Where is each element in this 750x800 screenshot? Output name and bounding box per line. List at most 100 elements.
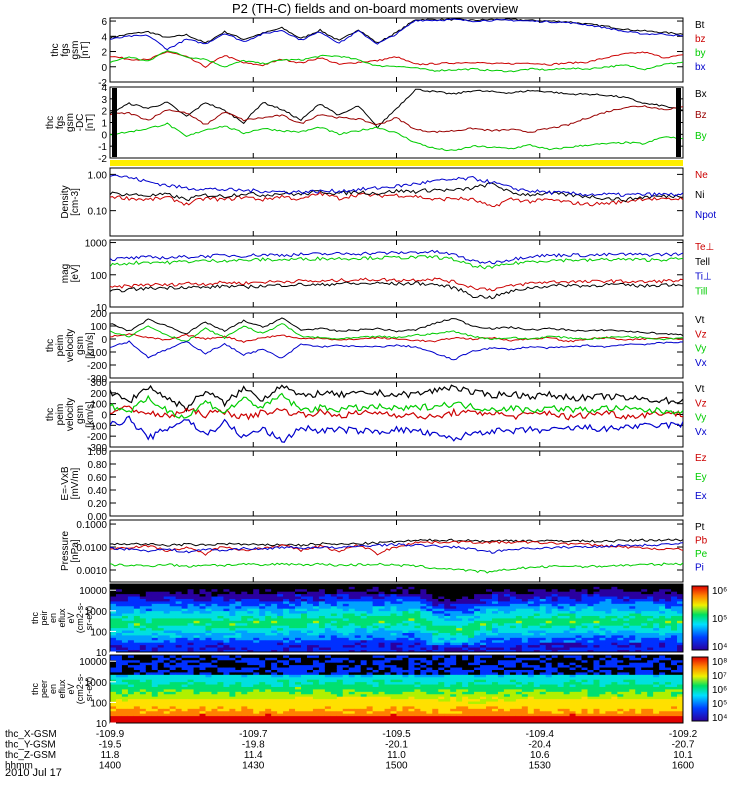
spectrogram-cell bbox=[450, 706, 457, 709]
series-group bbox=[110, 538, 683, 574]
spectrogram-cell bbox=[402, 715, 409, 719]
spectrogram-cell bbox=[175, 601, 183, 604]
spectrogram-cell bbox=[324, 615, 332, 619]
spectrogram-cell bbox=[492, 613, 499, 616]
spectrogram-cell bbox=[521, 706, 529, 709]
spectrogram-cell bbox=[271, 649, 278, 653]
spectrogram-cell bbox=[289, 625, 296, 629]
spectrogram-cell bbox=[378, 627, 385, 631]
spectrogram-cell bbox=[503, 713, 511, 717]
spectrogram-cell bbox=[241, 698, 248, 702]
y-tick-label: 300 bbox=[90, 378, 107, 389]
spectrogram-cell bbox=[342, 713, 350, 717]
spectrogram-cell bbox=[444, 691, 451, 695]
spectrogram-cell bbox=[378, 598, 385, 602]
spectrogram-cell bbox=[533, 644, 541, 648]
spectrogram-cell bbox=[241, 644, 248, 648]
spectrogram-cell bbox=[265, 662, 272, 666]
spectrogram-cell bbox=[193, 674, 200, 678]
spectrogram-cell bbox=[432, 605, 439, 609]
spectrogram-cell bbox=[235, 718, 242, 721]
spectrogram-cell bbox=[605, 605, 612, 609]
spectrogram-cell bbox=[486, 698, 493, 702]
y-axis-label-line: sr-eV) bbox=[84, 606, 94, 631]
spectrogram-cell bbox=[497, 586, 505, 590]
spectrogram-cell bbox=[301, 586, 308, 590]
spectrogram-cell bbox=[259, 667, 266, 670]
spectrogram-cell bbox=[229, 588, 236, 592]
spectrogram-cell bbox=[229, 655, 236, 658]
spectrogram-cell bbox=[145, 655, 153, 658]
spectrogram-cell bbox=[169, 615, 177, 619]
spectrogram-cell bbox=[181, 715, 188, 719]
spectrogram-cell bbox=[396, 703, 403, 707]
spectrogram-cell bbox=[480, 627, 487, 631]
spectrogram-cell bbox=[384, 659, 391, 663]
spectrogram-cell bbox=[193, 655, 200, 658]
spectrogram-cell bbox=[450, 598, 457, 602]
spectrogram-cell bbox=[318, 608, 326, 612]
spectrogram-cell bbox=[581, 620, 588, 624]
spectrogram-cell bbox=[295, 718, 302, 721]
spectrogram-cell bbox=[366, 703, 374, 707]
spectrogram-cell bbox=[277, 701, 284, 704]
spectrogram-cell bbox=[187, 691, 194, 695]
spectrogram-cell bbox=[259, 588, 266, 592]
spectrogram-cell bbox=[623, 591, 630, 595]
spectrogram-cell bbox=[486, 618, 493, 621]
spectrogram-cell bbox=[629, 591, 636, 595]
spectrogram-cell bbox=[474, 657, 481, 661]
spectrogram-cell bbox=[211, 647, 218, 650]
spectrogram-cell bbox=[247, 681, 254, 685]
spectrogram-cell bbox=[509, 674, 517, 678]
spectrogram-cell bbox=[414, 622, 421, 626]
spectrogram-cell bbox=[396, 637, 403, 641]
spectrogram-cell bbox=[121, 618, 129, 621]
spectrogram-cell bbox=[211, 662, 218, 666]
spectrogram-cell bbox=[420, 642, 427, 646]
spectrogram-cell bbox=[247, 603, 254, 607]
spectrogram-cell bbox=[277, 689, 284, 692]
spectrogram-cell bbox=[277, 605, 284, 609]
spectrogram-cell bbox=[265, 713, 272, 717]
spectrogram-cell bbox=[145, 684, 153, 687]
spectrogram-cell bbox=[253, 669, 260, 673]
spectrogram-cell bbox=[342, 655, 350, 658]
spectrogram-cell bbox=[444, 693, 451, 697]
spectrogram-cell bbox=[283, 681, 290, 685]
spectrogram-cell bbox=[366, 674, 374, 678]
spectrogram-cell bbox=[462, 696, 469, 700]
spectrogram-cell bbox=[617, 618, 624, 621]
spectrogram-cell bbox=[545, 649, 553, 653]
spectrogram-cell bbox=[366, 613, 374, 616]
spectrogram-cell bbox=[515, 710, 523, 714]
spectrogram-cell bbox=[575, 608, 582, 612]
spectrogram-cell bbox=[497, 613, 505, 616]
spectrogram-cell bbox=[450, 684, 457, 687]
spectrogram-cell bbox=[318, 686, 326, 690]
spectrogram-cell bbox=[497, 696, 505, 700]
spectrogram-cell bbox=[593, 615, 600, 619]
spectrogram-cell bbox=[175, 622, 183, 626]
spectrogram-cell bbox=[133, 622, 141, 626]
spectrogram-cell bbox=[151, 615, 159, 619]
spectrogram-cell bbox=[348, 620, 356, 624]
spectrogram-cell bbox=[312, 605, 320, 609]
spectrogram-cell bbox=[205, 627, 212, 631]
spectrogram-cell bbox=[199, 674, 206, 678]
spectrogram-cell bbox=[432, 686, 439, 690]
spectrogram-cell bbox=[527, 618, 535, 621]
spectrogram-cell bbox=[271, 635, 278, 638]
spectrogram-cell bbox=[127, 689, 135, 692]
spectrogram-cell bbox=[360, 635, 368, 638]
spectrogram-cell bbox=[360, 630, 368, 633]
spectrogram-cell bbox=[665, 622, 672, 626]
spectrogram-cell bbox=[480, 686, 487, 690]
spectrogram-cell bbox=[539, 649, 547, 653]
spectrogram-cell bbox=[408, 618, 415, 621]
spectrogram-cell bbox=[175, 713, 183, 717]
spectrogram-cell bbox=[110, 642, 117, 646]
spectrogram-cell bbox=[330, 598, 338, 602]
spectrogram-cell bbox=[509, 608, 517, 612]
